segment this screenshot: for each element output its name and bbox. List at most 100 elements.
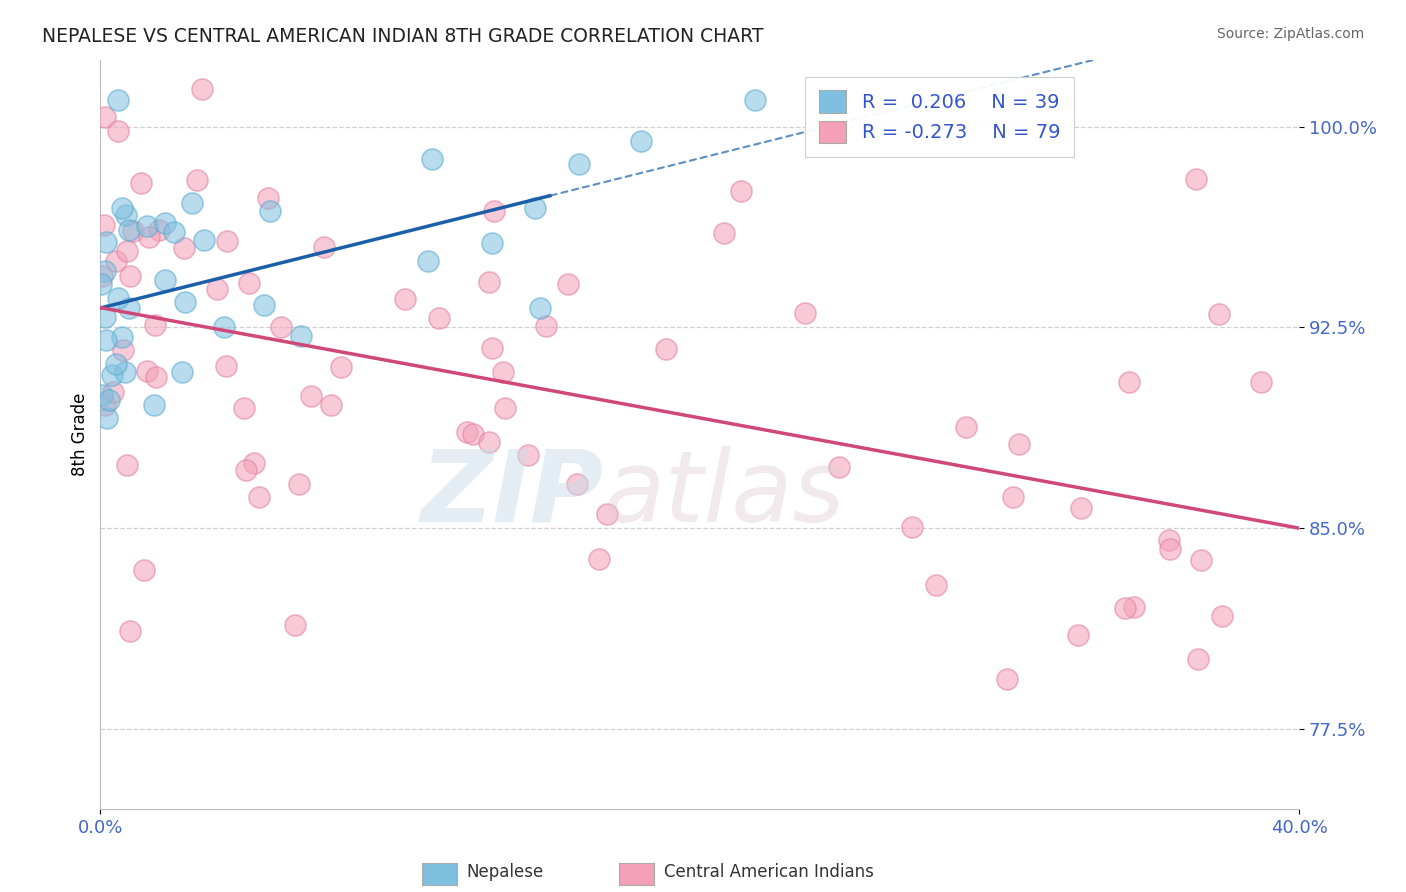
Point	[96, 411, 118, 425]
Point	[394, 292, 416, 306]
Point	[1067, 628, 1090, 642]
Point	[145, 370, 167, 384]
Point	[534, 319, 557, 334]
Point	[557, 277, 579, 292]
Text: Nepalese: Nepalese	[467, 863, 544, 881]
Point	[713, 226, 735, 240]
Point	[94, 333, 117, 347]
Point	[118, 301, 141, 315]
Point	[924, 578, 946, 592]
Point	[186, 172, 208, 186]
Point	[148, 223, 170, 237]
Point	[105, 254, 128, 268]
Point	[138, 229, 160, 244]
Point	[120, 268, 142, 283]
Point	[181, 196, 204, 211]
Point	[193, 233, 215, 247]
Legend: R =  0.206    N = 39, R = -0.273    N = 79: R = 0.206 N = 39, R = -0.273 N = 79	[806, 77, 1074, 157]
Point	[494, 401, 516, 416]
Point	[94, 235, 117, 249]
Point	[565, 476, 588, 491]
Point	[463, 427, 485, 442]
Point	[114, 365, 136, 379]
Point	[94, 263, 117, 277]
Point	[321, 398, 343, 412]
Point	[93, 110, 115, 124]
Point	[105, 357, 128, 371]
Point	[1211, 609, 1233, 624]
Point	[329, 360, 352, 375]
Y-axis label: 8th Grade: 8th Grade	[72, 392, 89, 476]
Point	[517, 448, 540, 462]
Point	[827, 460, 849, 475]
Point	[482, 203, 505, 218]
Point	[110, 201, 132, 215]
Text: NEPALESE VS CENTRAL AMERICAN INDIAN 8TH GRADE CORRELATION CHART: NEPALESE VS CENTRAL AMERICAN INDIAN 8TH …	[42, 27, 763, 45]
Point	[143, 318, 166, 332]
Point	[270, 319, 292, 334]
Point	[215, 359, 238, 373]
Point	[1187, 651, 1209, 665]
Point	[1070, 501, 1092, 516]
Point	[155, 216, 177, 230]
Point	[1208, 307, 1230, 321]
Point	[257, 191, 280, 205]
Point	[136, 219, 159, 234]
Point	[173, 241, 195, 255]
Point	[416, 254, 439, 268]
Point	[115, 207, 138, 221]
Point	[523, 202, 546, 216]
Point	[115, 458, 138, 472]
Point	[174, 295, 197, 310]
Point	[568, 157, 591, 171]
Point	[1184, 172, 1206, 186]
Point	[595, 507, 617, 521]
Point	[93, 219, 115, 233]
Point	[136, 364, 159, 378]
Point	[481, 236, 503, 251]
Text: ZIP: ZIP	[420, 446, 603, 543]
Point	[955, 420, 977, 434]
Point	[235, 463, 257, 477]
Point	[287, 477, 309, 491]
Text: Central American Indians: Central American Indians	[664, 863, 873, 881]
Point	[1114, 601, 1136, 615]
Point	[588, 551, 610, 566]
Point	[100, 368, 122, 383]
Point	[655, 342, 678, 356]
Point	[529, 301, 551, 315]
Point	[190, 81, 212, 95]
Point	[429, 311, 451, 326]
Point	[456, 425, 478, 439]
Point	[120, 624, 142, 638]
Point	[1157, 533, 1180, 547]
Point	[492, 365, 515, 379]
Point	[214, 320, 236, 334]
Point	[94, 310, 117, 324]
Point	[101, 384, 124, 399]
Point	[132, 563, 155, 577]
Point	[243, 456, 266, 470]
Point	[107, 124, 129, 138]
Point	[143, 398, 166, 412]
Point	[91, 388, 114, 402]
Point	[163, 225, 186, 239]
Point	[238, 276, 260, 290]
Point	[259, 203, 281, 218]
Point	[90, 269, 112, 284]
Point	[1250, 375, 1272, 389]
Point	[205, 282, 228, 296]
Point	[630, 134, 652, 148]
Point	[299, 389, 322, 403]
Point	[478, 434, 501, 449]
Point	[233, 401, 256, 416]
Text: Source: ZipAtlas.com: Source: ZipAtlas.com	[1216, 27, 1364, 41]
Point	[744, 93, 766, 107]
Point	[1159, 541, 1181, 556]
Text: atlas: atlas	[603, 446, 845, 543]
Point	[111, 330, 134, 344]
Point	[478, 275, 501, 289]
Point	[247, 491, 270, 505]
Point	[155, 273, 177, 287]
Point	[121, 224, 143, 238]
